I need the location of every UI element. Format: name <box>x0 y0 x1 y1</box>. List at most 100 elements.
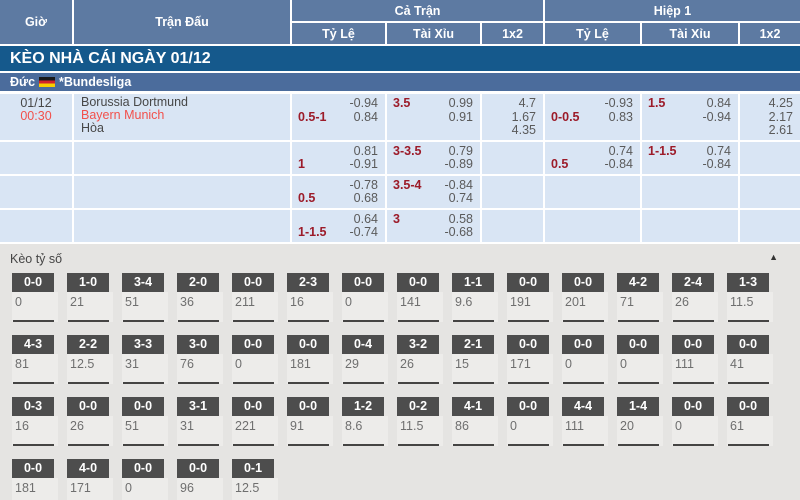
odd-value[interactable]: -0.78 <box>349 177 379 192</box>
score-box[interactable]: 0-1 12.5 <box>232 458 278 500</box>
score-box[interactable]: 2-1 15 <box>452 334 498 384</box>
odd-value[interactable]: 0.99 <box>448 96 473 110</box>
score-box[interactable]: 0-0 111 <box>672 334 718 384</box>
score-box[interactable]: 4-3 81 <box>12 334 58 384</box>
score-box[interactable]: 3-4 51 <box>122 272 168 322</box>
score-box[interactable]: 0-0 0 <box>232 334 278 384</box>
score-box[interactable]: 1-3 11.5 <box>727 272 773 322</box>
odd-value[interactable]: 4.7 <box>518 96 536 110</box>
odd-value[interactable]: 0.84 <box>706 96 731 110</box>
score-box[interactable]: 0-0 96 <box>177 458 223 500</box>
score-box[interactable]: 0-0 0 <box>507 396 553 446</box>
score-underline <box>563 319 604 322</box>
odd-value[interactable]: -0.84 <box>604 157 634 171</box>
odd-value[interactable]: 0.84 <box>353 109 378 124</box>
odd-value[interactable]: 0.74 <box>706 143 731 158</box>
collapse-up-icon[interactable]: ▲ <box>769 251 778 262</box>
score-box[interactable]: 3-3 31 <box>122 334 168 384</box>
score-box[interactable]: 0-2 11.5 <box>397 396 443 446</box>
score-label: 0-0 <box>617 334 659 354</box>
match-cell[interactable]: Borussia Dortmund Bayern Munich Hòa <box>72 94 290 140</box>
odd-value[interactable]: 0.64 <box>353 211 378 226</box>
score-label: 0-0 <box>12 272 54 292</box>
odd-value[interactable]: -0.68 <box>444 225 474 239</box>
odd-value[interactable]: -0.89 <box>444 157 474 171</box>
score-box[interactable]: 4-2 71 <box>617 272 663 322</box>
score-box[interactable]: 2-3 16 <box>287 272 333 322</box>
score-box[interactable]: 0-0 0 <box>122 458 168 500</box>
league-bar[interactable]: Đức *Bundesliga <box>0 73 800 91</box>
score-underline <box>508 319 549 322</box>
score-box[interactable]: 4-0 171 <box>67 458 113 500</box>
score-odd-value: 9.6 <box>452 291 498 322</box>
odd-value[interactable]: 0.81 <box>353 143 378 158</box>
odd-value[interactable]: -0.93 <box>604 96 634 110</box>
score-label: 1-2 <box>342 396 384 416</box>
score-odd-value: 16 <box>287 291 333 322</box>
score-box[interactable]: 0-3 16 <box>12 396 58 446</box>
score-box[interactable]: 0-0 0 <box>12 272 58 322</box>
odd-value[interactable]: -0.84 <box>702 157 732 171</box>
match-cell[interactable] <box>72 141 290 174</box>
score-box[interactable]: 0-0 0 <box>562 334 608 384</box>
score-box[interactable]: 0-0 171 <box>507 334 553 384</box>
score-box[interactable]: 0-0 51 <box>122 396 168 446</box>
score-box[interactable]: 0-0 91 <box>287 396 333 446</box>
odd-value[interactable]: 0.91 <box>448 109 473 124</box>
score-box[interactable]: 4-1 86 <box>452 396 498 446</box>
score-box[interactable]: 0-0 26 <box>67 396 113 446</box>
odd-value[interactable]: 0.74 <box>608 143 633 158</box>
score-box[interactable]: 1-1 9.6 <box>452 272 498 322</box>
handicap-cell-half: -0.93 0-0.5 0.83 <box>543 94 640 140</box>
odds-line: -0.84 <box>648 157 732 172</box>
score-box[interactable]: 0-0 141 <box>397 272 443 322</box>
odds-line: 4.35 <box>488 123 536 138</box>
score-box[interactable]: 3-1 31 <box>177 396 223 446</box>
odd-value[interactable]: -0.94 <box>702 109 732 124</box>
match-cell[interactable] <box>72 175 290 208</box>
odd-value[interactable]: 0.74 <box>448 191 473 205</box>
score-box[interactable]: 0-0 191 <box>507 272 553 322</box>
score-box[interactable]: 2-4 26 <box>672 272 718 322</box>
score-box[interactable]: 0-0 0 <box>617 334 663 384</box>
odd-value[interactable]: 1.67 <box>511 109 536 124</box>
score-box[interactable]: 0-0 211 <box>232 272 278 322</box>
odd-value[interactable]: 0.68 <box>353 191 378 205</box>
odd-value[interactable]: 2.17 <box>768 109 793 124</box>
score-box[interactable]: 0-0 181 <box>12 458 58 500</box>
odd-value[interactable]: -0.74 <box>349 225 379 239</box>
score-odd-value: 20 <box>617 415 663 446</box>
odd-value[interactable]: 4.25 <box>768 96 793 110</box>
odds-line: 0.91 <box>393 109 473 125</box>
score-box[interactable]: 1-4 20 <box>617 396 663 446</box>
score-odd-value: 181 <box>12 477 58 500</box>
odds-line: 0.74 <box>393 191 473 206</box>
odd-value[interactable]: 0.83 <box>608 109 633 124</box>
score-box[interactable]: 0-0 61 <box>727 396 773 446</box>
odd-value[interactable]: -0.91 <box>349 157 379 171</box>
score-box[interactable]: 0-0 181 <box>287 334 333 384</box>
score-box[interactable]: 3-2 26 <box>397 334 443 384</box>
odds-line: -0.78 <box>298 177 379 193</box>
score-underline <box>123 381 164 384</box>
score-box[interactable]: 0-0 0 <box>342 272 388 322</box>
match-cell[interactable] <box>72 209 290 242</box>
score-odd-value: 191 <box>507 291 553 322</box>
score-box[interactable]: 1-2 8.6 <box>342 396 388 446</box>
score-box[interactable]: 0-0 41 <box>727 334 773 384</box>
odd-value[interactable]: 4.35 <box>511 123 536 137</box>
score-box[interactable]: 0-4 29 <box>342 334 388 384</box>
score-box[interactable]: 0-0 221 <box>232 396 278 446</box>
odd-value[interactable]: 0.79 <box>448 143 473 158</box>
odd-value[interactable]: 0.58 <box>448 211 473 226</box>
score-box[interactable]: 0-0 0 <box>672 396 718 446</box>
score-box[interactable]: 1-0 21 <box>67 272 113 322</box>
score-box[interactable]: 3-0 76 <box>177 334 223 384</box>
score-box[interactable]: 4-4 111 <box>562 396 608 446</box>
score-box[interactable]: 0-0 201 <box>562 272 608 322</box>
score-box[interactable]: 2-0 36 <box>177 272 223 322</box>
odd-value[interactable]: 2.61 <box>768 123 793 137</box>
score-box[interactable]: 2-2 12.5 <box>67 334 113 384</box>
odd-value[interactable]: -0.84 <box>444 177 474 192</box>
odd-value[interactable]: -0.94 <box>349 96 379 110</box>
